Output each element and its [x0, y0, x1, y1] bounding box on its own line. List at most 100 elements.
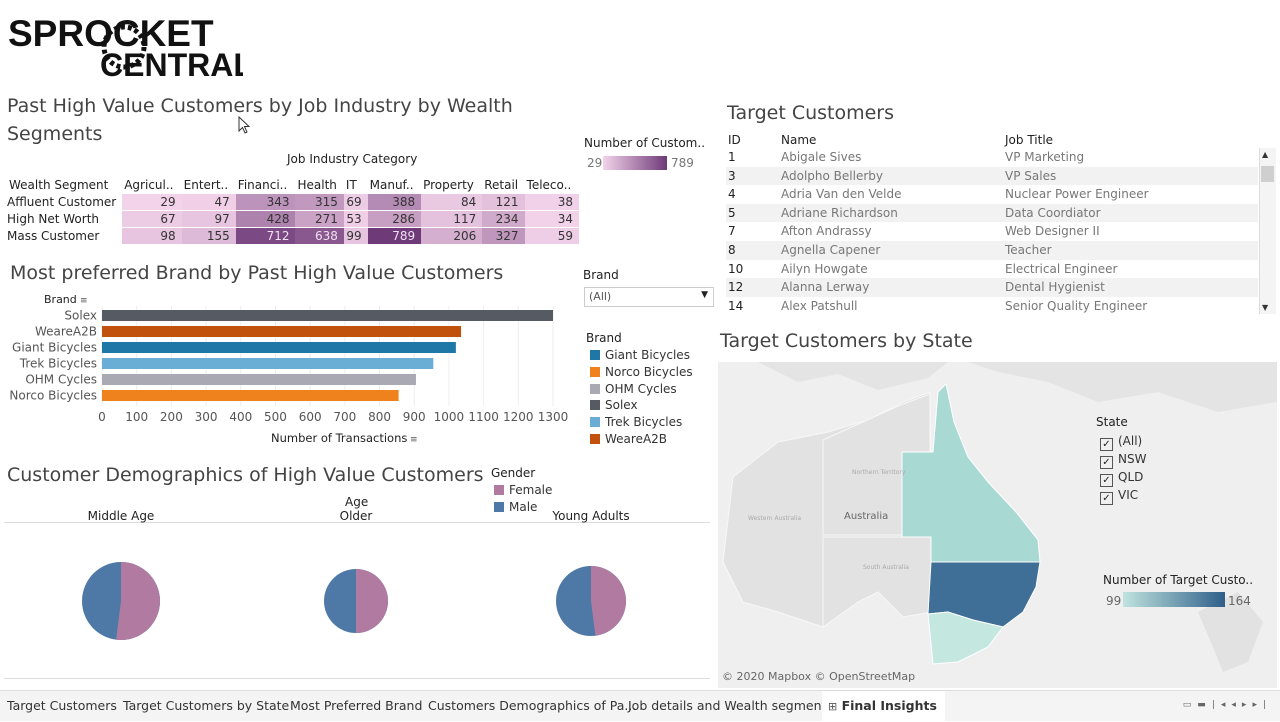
heatmap-col: Property — [423, 177, 474, 192]
bar[interactable] — [102, 374, 416, 385]
heatmap-row-header: Wealth Segment — [9, 177, 109, 192]
heatmap-cell[interactable]: 38 — [524, 193, 579, 211]
checkbox[interactable]: ✓ — [1100, 438, 1113, 451]
brand-legend-item[interactable]: Solex — [590, 397, 638, 414]
bar[interactable] — [102, 390, 399, 401]
heatmap-cell[interactable]: 67 — [122, 210, 182, 228]
state-filter-option[interactable]: ✓ NSW — [1100, 451, 1146, 469]
state-vic[interactable] — [927, 611, 1004, 665]
list-item[interactable]: 8 Agnella Capener Teacher — [726, 241, 1258, 260]
checkbox[interactable]: ✓ — [1100, 456, 1113, 469]
target-customers-list[interactable]: 1 Abigale Sives VP Marketing 3 Adolpho Belle… — [726, 148, 1258, 315]
bar[interactable] — [102, 358, 434, 369]
scroll-up-icon[interactable]: ▲ — [1262, 150, 1269, 159]
checkbox[interactable]: ✓ — [1100, 474, 1113, 487]
heatmap-cell[interactable]: 327 — [482, 227, 525, 244]
heatmap-cell[interactable]: 69 — [343, 193, 368, 211]
list-item[interactable]: 5 Adriane Richardson Data Coordiator — [726, 203, 1258, 223]
brand-legend-item[interactable]: WeareA2B — [590, 431, 667, 448]
state-filter-label: (All) — [1118, 434, 1143, 448]
heatmap-cell[interactable]: 34 — [524, 210, 579, 228]
tab-most-preferred-brand[interactable]: Most Preferred Brand — [290, 698, 423, 713]
tc-scrollbar[interactable]: ▲ ▼ — [1259, 148, 1276, 314]
tab-job-details-wealth[interactable]: Job details and Wealth segments — [628, 698, 833, 713]
next-icon[interactable]: ▸ — [1241, 700, 1253, 710]
list-item[interactable]: 12 Alanna Lerway Dental Hygienist — [726, 278, 1258, 297]
checkbox[interactable]: ✓ — [1100, 492, 1113, 505]
heatmap-cell[interactable]: 155 — [181, 227, 236, 244]
heatmap-col: Retail — [484, 177, 519, 192]
pie-slice-female[interactable] — [591, 566, 626, 636]
heatmap-cell[interactable]: 206 — [421, 227, 483, 244]
heatmap-cell[interactable]: 234 — [482, 210, 525, 228]
heatmap-cell[interactable]: 286 — [367, 210, 422, 228]
divider — [4, 522, 710, 523]
scroll-down-icon[interactable]: ▼ — [1262, 303, 1269, 312]
brand-legend-item[interactable]: Trek Bicycles — [590, 414, 682, 431]
heatmap-cell[interactable]: 712 — [235, 227, 296, 244]
tab-target-customers-by-state[interactable]: Target Customers by State — [123, 698, 290, 713]
brand-legend-item[interactable]: Norco Bicycles — [590, 364, 693, 381]
tab-customers-demographics[interactable]: Customers Demographics of Pa... — [428, 698, 637, 713]
bar-category-label: WeareA2B — [35, 325, 97, 339]
sort-icon[interactable]: ≡ — [80, 296, 88, 306]
pie-label: Older — [340, 509, 373, 523]
map-area[interactable]: Northern Territory Western Australia Sou… — [718, 362, 1277, 688]
heatmap-cell[interactable]: 388 — [367, 193, 422, 211]
heatmap-table: Wealth Segment Agricul.. Entert.. Financ… — [7, 176, 579, 244]
list-item[interactable]: 14 Alex Patshull Senior Quality Engineer — [726, 297, 1258, 315]
tab-target-customers[interactable]: Target Customers — [7, 698, 117, 713]
heatmap-cell[interactable]: 315 — [295, 193, 344, 211]
brand-legend-item[interactable]: OHM Cycles — [590, 381, 677, 398]
bar[interactable] — [102, 326, 462, 337]
x-tick-label: 1300 — [538, 410, 569, 424]
brand-filter-value: (All) — [589, 290, 612, 303]
state-filter-option[interactable]: ✓ QLD — [1100, 469, 1143, 487]
heatmap-cell[interactable]: 121 — [482, 193, 525, 211]
heatmap-cell[interactable]: 47 — [181, 193, 236, 211]
prev-icon[interactable]: ◂ — [1231, 700, 1242, 710]
list-item[interactable]: 10 Ailyn Howgate Electrical Engineer — [726, 260, 1258, 279]
pie-slice-female[interactable] — [116, 562, 160, 640]
bar-category-label: OHM Cycles — [25, 373, 97, 387]
filmstrip-icon[interactable]: ▬ — [1197, 700, 1212, 710]
scroll-thumb[interactable] — [1261, 166, 1274, 182]
heatmap-cell[interactable]: 428 — [235, 210, 296, 228]
heatmap-cell[interactable]: 59 — [524, 227, 579, 244]
heatmap-cell[interactable]: 117 — [421, 210, 483, 228]
tab-final-insights[interactable]: ⊞ Final Insights — [822, 691, 945, 721]
list-item[interactable]: 7 Afton Andrassy Web Designer II — [726, 222, 1258, 241]
heatmap-cell[interactable]: 98 — [122, 227, 182, 244]
sheet-sorter-icon[interactable]: ▭ — [1182, 700, 1198, 710]
heatmap-legend-title: Number of Custom.. — [584, 136, 706, 150]
list-item[interactable]: 1 Abigale Sives VP Marketing — [726, 148, 1258, 167]
heatmap-cell[interactable]: 84 — [421, 193, 483, 211]
heatmap-cell[interactable]: 29 — [122, 193, 182, 211]
x-tick-label: 800 — [368, 410, 391, 424]
list-item[interactable]: 4 Adria Van den Velde Nuclear Power Engine… — [726, 185, 1258, 204]
heatmap-cell[interactable]: 99 — [343, 227, 368, 244]
state-filter-label: VIC — [1118, 488, 1139, 502]
brand-legend-item[interactable]: Giant Bicycles — [590, 347, 690, 364]
bar[interactable] — [102, 310, 553, 321]
heatmap-cell[interactable]: 97 — [181, 210, 236, 228]
state-qld[interactable] — [901, 382, 1041, 563]
gender-legend-label: Male — [509, 500, 538, 514]
heatmap-cell[interactable]: 271 — [295, 210, 344, 228]
state-filter-option[interactable]: ✓ VIC — [1100, 487, 1139, 505]
first-icon[interactable]: |◂ — [1211, 700, 1232, 710]
last-icon[interactable]: ▸| — [1252, 700, 1272, 710]
region-label-nt: Northern Territory — [852, 469, 906, 476]
list-item[interactable]: 3 Adolpho Bellerby VP Sales — [726, 166, 1258, 186]
tc-cell-name: Adolpho Bellerby — [781, 168, 883, 183]
sort-icon[interactable]: ≡ — [410, 435, 418, 445]
heatmap-cell[interactable]: 638 — [295, 227, 344, 244]
pie-slice-female[interactable] — [356, 569, 388, 633]
brand-filter-dropdown[interactable]: (All) ▼ — [584, 287, 714, 307]
state-filter-option[interactable]: ✓ (All) — [1100, 433, 1143, 451]
heatmap-cell[interactable]: 343 — [235, 193, 296, 211]
heatmap-cell[interactable]: 53 — [343, 210, 368, 228]
heatmap-cell[interactable]: 789 — [367, 227, 422, 244]
tc-cell-id: 7 — [728, 224, 736, 239]
bar[interactable] — [102, 342, 456, 353]
